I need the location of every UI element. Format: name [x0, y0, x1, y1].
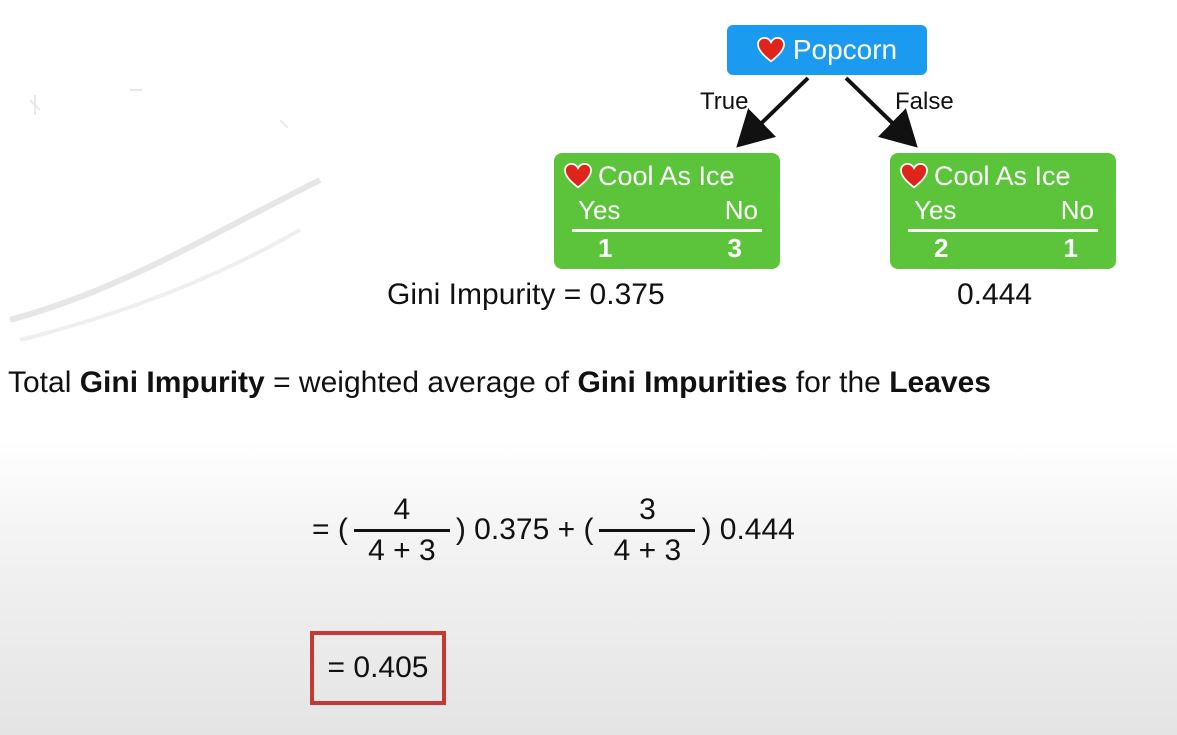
denominator: 4 + 3 — [368, 533, 436, 567]
formula-suffix: ) 0.444 — [701, 513, 795, 546]
left-leaf-node: Cool As Ice Yes No 1 3 — [554, 153, 780, 269]
yes-label: Yes — [578, 195, 621, 225]
weighted-average-formula: = ( 4 4 + 3 ) 0.375 + ( 3 4 + 3 ) 0.444 — [312, 492, 795, 568]
heart-icon — [900, 163, 928, 189]
total-gini-statement: Total Gini Impurity = weighted average o… — [8, 366, 991, 400]
edge-label-false: False — [895, 88, 954, 115]
text: Total — [8, 366, 80, 399]
no-count: 3 — [727, 233, 742, 263]
leaf-title: Cool As Ice — [564, 159, 770, 193]
background-scribbles — [9, 89, 322, 342]
result-value: = 0.405 — [327, 651, 429, 684]
right-gini-impurity: 0.444 — [957, 278, 1033, 311]
tree-arrows — [736, 76, 918, 148]
formula-prefix: = ( — [312, 513, 348, 546]
right-leaf-node: Cool As Ice Yes No 2 1 — [890, 153, 1116, 269]
fraction-bar — [353, 528, 450, 532]
numerator: 3 — [639, 492, 656, 526]
result-box: = 0.405 — [310, 631, 446, 705]
divider — [572, 229, 762, 232]
arrow-true — [736, 76, 810, 148]
edge-label-true: True — [700, 88, 749, 115]
divider — [908, 229, 1098, 232]
left-gini-impurity: Gini Impurity = 0.375 — [387, 278, 665, 311]
leaf-label: Cool As Ice — [598, 160, 735, 191]
heart-icon — [564, 163, 592, 189]
bold-text: Gini Impurity — [79, 366, 265, 399]
bold-text: Gini Impurities — [577, 366, 788, 399]
arrow-false — [844, 76, 918, 148]
fraction-right: 3 4 + 3 — [599, 492, 696, 568]
text: for the — [787, 366, 890, 399]
root-node-label: Popcorn — [792, 34, 898, 65]
no-count: 1 — [1063, 233, 1078, 263]
root-node: Popcorn — [727, 25, 927, 75]
leaf-label: Cool As Ice — [934, 160, 1071, 191]
yes-label: Yes — [914, 195, 957, 225]
yes-count: 1 — [598, 233, 613, 263]
formula-middle: ) 0.375 + ( — [455, 513, 594, 546]
text: = weighted average of — [264, 366, 578, 399]
denominator: 4 + 3 — [613, 533, 682, 567]
leaf-title: Cool As Ice — [900, 159, 1106, 193]
fraction-bar — [599, 528, 696, 532]
bold-text: Leaves — [889, 366, 991, 399]
yes-count: 2 — [934, 233, 949, 263]
fraction-left: 4 4 + 3 — [353, 492, 450, 568]
no-label: No — [1060, 195, 1094, 225]
numerator: 4 — [393, 492, 411, 526]
heart-icon — [756, 37, 785, 63]
no-label: No — [724, 195, 758, 225]
